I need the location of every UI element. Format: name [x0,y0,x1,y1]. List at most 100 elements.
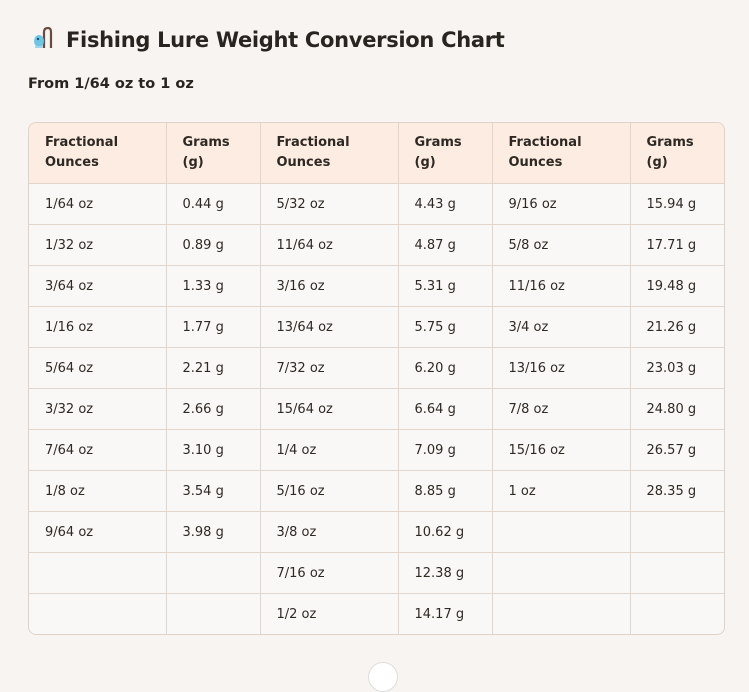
grams-cell: 3.54 g [166,470,261,512]
scroll-down-button[interactable] [368,662,398,692]
grams-cell: 0.89 g [166,224,261,266]
ounces-cell [492,593,631,634]
grams-cell: 0.44 g [166,183,261,225]
table-row: 3/32 oz 2.66 g 15/64 oz 6.64 g 7/8 oz 24.80 g [29,388,724,430]
ounces-cell: 3/32 oz [29,388,167,430]
grams-cell: 24.80 g [630,388,724,430]
ounces-cell: 5/8 oz [492,224,631,266]
ounces-cell: 1/32 oz [29,224,167,266]
table-row: 7/64 oz 3.10 g 1/4 oz 7.09 g 15/16 oz 26.57 g [29,429,724,471]
grams-cell: 8.85 g [398,470,493,512]
table-row: 7/16 oz 12.38 g [29,552,724,594]
grams-cell: 3.10 g [166,429,261,471]
column-header: Grams (g) [630,123,724,184]
ounces-cell: 5/64 oz [29,347,167,389]
grams-cell [630,511,724,553]
fishing-pole-icon [32,26,54,54]
grams-cell: 17.71 g [630,224,724,266]
table-row: 5/64 oz 2.21 g 7/32 oz 6.20 g 13/16 oz 23.03 … [29,347,724,389]
grams-cell: 5.31 g [398,265,493,307]
ounces-cell: 11/16 oz [492,265,631,307]
conversion-table: Fractional Ounces Grams (g) Fractional Ounces… [28,122,725,635]
grams-cell [166,552,261,594]
column-header-line: Fractional [45,135,119,150]
grams-cell: 7.09 g [398,429,493,471]
ounces-cell: 3/16 oz [260,265,399,307]
column-header-line: Grams [414,135,462,150]
column-header-line: Fractional [276,135,350,150]
grams-cell [630,552,724,594]
column-header: Fractional Ounces [260,123,399,184]
grams-cell: 19.48 g [630,265,724,307]
ounces-cell: 7/16 oz [260,552,399,594]
ounces-cell [29,593,167,634]
ounces-cell: 1/4 oz [260,429,399,471]
subtitle: From 1/64 oz to 1 oz [28,76,194,92]
ounces-cell: 11/64 oz [260,224,399,266]
column-header: Fractional Ounces [492,123,631,184]
grams-cell: 28.35 g [630,470,724,512]
ounces-cell: 13/16 oz [492,347,631,389]
ounces-cell: 1 oz [492,470,631,512]
ounces-cell [29,552,167,594]
grams-cell: 14.17 g [398,593,493,634]
grams-cell: 6.20 g [398,347,493,389]
column-header-line: (g) [414,155,436,170]
grams-cell: 26.57 g [630,429,724,471]
grams-cell: 15.94 g [630,183,724,225]
ounces-cell [492,552,631,594]
grams-cell [630,594,724,635]
grams-cell: 2.21 g [166,347,261,389]
grams-cell: 10.62 g [398,511,493,553]
ounces-cell: 1/2 oz [260,593,399,634]
ounces-cell: 15/16 oz [492,429,631,471]
ounces-cell: 1/16 oz [29,306,167,348]
ounces-cell: 9/16 oz [492,183,631,225]
column-header-line: Grams [646,135,694,150]
grams-cell: 3.98 g [166,511,261,553]
column-header: Grams (g) [398,123,493,184]
ounces-cell: 3/64 oz [29,265,167,307]
ounces-cell: 15/64 oz [260,388,399,430]
ounces-cell: 5/32 oz [260,183,399,225]
grams-cell: 1.33 g [166,265,261,307]
grams-cell: 6.64 g [398,388,493,430]
table-row: 1/32 oz 0.89 g 11/64 oz 4.87 g 5/8 oz 17.71 g [29,224,724,266]
grams-cell: 21.26 g [630,306,724,348]
table-header-row: Fractional Ounces Grams (g) Fractional Ounces… [29,123,724,184]
column-header: Fractional Ounces [29,123,167,184]
table-row: 1/64 oz 0.44 g 5/32 oz 4.43 g 9/16 oz 15.94 g [29,183,724,225]
grams-cell: 4.43 g [398,183,493,225]
page-title: Fishing Lure Weight Conversion Chart [66,28,505,52]
ounces-cell: 1/8 oz [29,470,167,512]
ounces-cell [492,511,631,553]
table-row: 1/16 oz 1.77 g 13/64 oz 5.75 g 3/4 oz 21.26 g [29,306,724,348]
ounces-cell: 7/8 oz [492,388,631,430]
ounces-cell: 3/4 oz [492,306,631,348]
grams-cell: 1.77 g [166,306,261,348]
column-header: Grams (g) [166,123,261,184]
ounces-cell: 7/32 oz [260,347,399,389]
grams-cell: 5.75 g [398,306,493,348]
ounces-cell: 5/16 oz [260,470,399,512]
grams-cell: 2.66 g [166,388,261,430]
column-header-line: Ounces [508,155,563,170]
column-header-line: (g) [646,155,668,170]
column-header-line: Ounces [45,155,99,170]
table-row: 3/64 oz 1.33 g 3/16 oz 5.31 g 11/16 oz 19.48 … [29,265,724,307]
table-row: 9/64 oz 3.98 g 3/8 oz 10.62 g [29,511,724,553]
table-row: 1/2 oz 14.17 g [29,593,724,635]
column-header-line: Fractional [508,135,582,150]
column-header-line: Ounces [276,155,331,170]
grams-cell: 4.87 g [398,224,493,266]
column-header-line: Grams [182,135,230,150]
page-header: Fishing Lure Weight Conversion Chart [32,26,505,54]
ounces-cell: 9/64 oz [29,511,167,553]
column-header-line: (g) [182,155,204,170]
ounces-cell: 1/64 oz [29,183,167,225]
ounces-cell: 7/64 oz [29,429,167,471]
grams-cell [166,593,261,634]
grams-cell: 23.03 g [630,347,724,389]
ounces-cell: 13/64 oz [260,306,399,348]
